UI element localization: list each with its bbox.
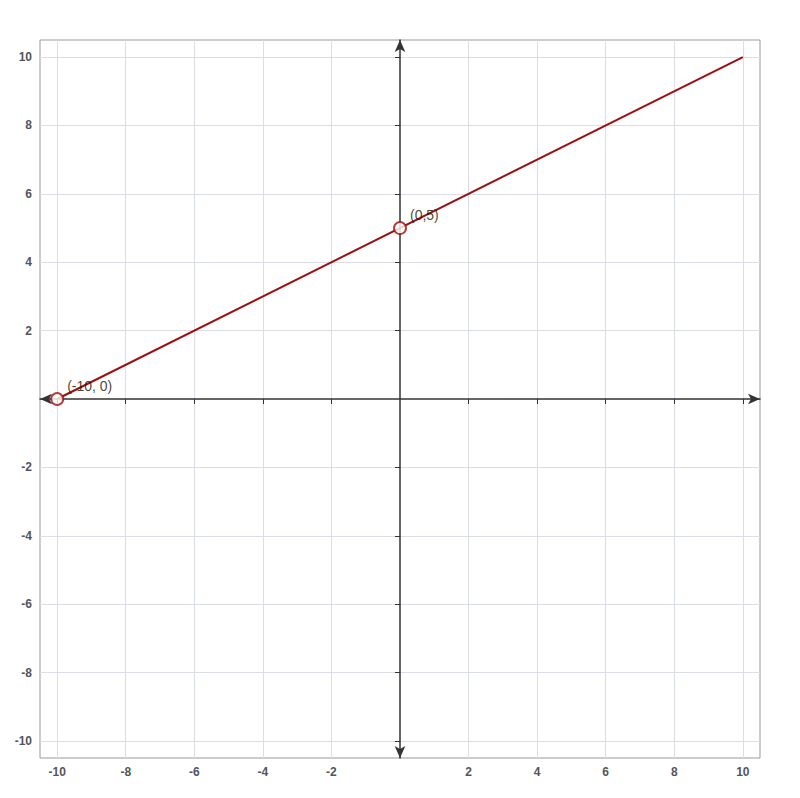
svg-text:-8: -8 (120, 765, 131, 779)
svg-text:2: 2 (25, 324, 32, 338)
svg-text:10: 10 (736, 765, 750, 779)
svg-text:4: 4 (25, 255, 32, 269)
svg-text:-2: -2 (326, 765, 337, 779)
svg-text:2: 2 (465, 765, 472, 779)
svg-text:-10: -10 (15, 734, 33, 748)
svg-text:-2: -2 (21, 460, 32, 474)
svg-text:8: 8 (25, 118, 32, 132)
svg-text:-6: -6 (189, 765, 200, 779)
svg-text:(-10, 0): (-10, 0) (67, 378, 112, 394)
svg-text:6: 6 (602, 765, 609, 779)
svg-text:-4: -4 (258, 765, 269, 779)
svg-text:-6: -6 (21, 597, 32, 611)
svg-text:-10: -10 (48, 765, 66, 779)
svg-text:-4: -4 (21, 529, 32, 543)
svg-text:6: 6 (25, 187, 32, 201)
svg-text:-8: -8 (21, 666, 32, 680)
svg-text:4: 4 (534, 765, 541, 779)
svg-text:8: 8 (671, 765, 678, 779)
svg-text:(0,5): (0,5) (410, 207, 439, 223)
svg-text:10: 10 (19, 50, 33, 64)
